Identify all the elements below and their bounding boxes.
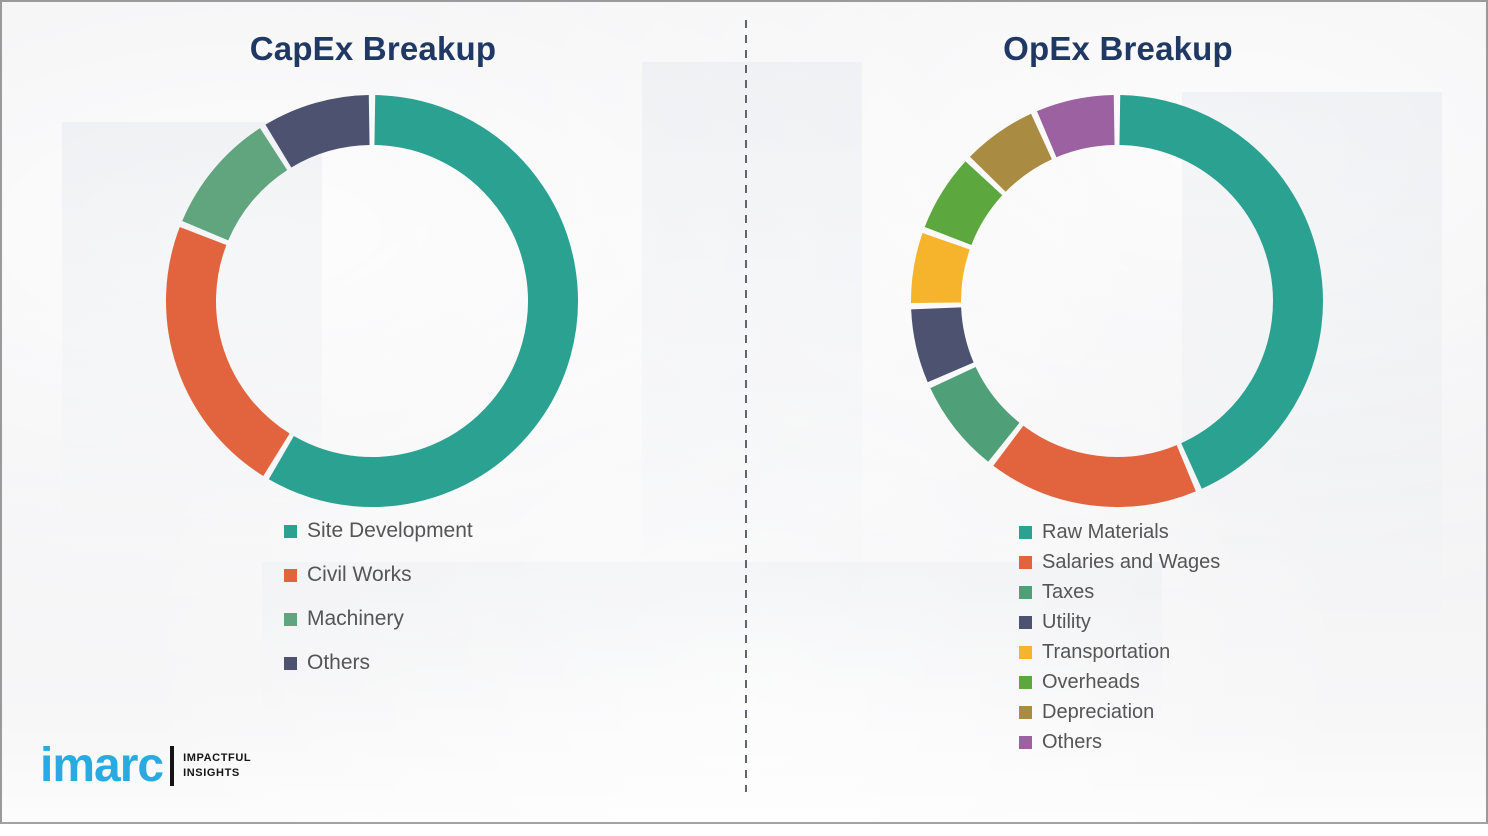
legend-item-machinery: Machinery	[284, 597, 473, 641]
legend-item-taxes: Taxes	[1019, 577, 1220, 607]
legend-label: Civil Works	[307, 563, 412, 586]
legend-label: Utility	[1042, 610, 1091, 633]
opex-legend: Raw Materials Salaries and Wages Taxes Util…	[1019, 517, 1220, 757]
legend-label: Others	[307, 651, 371, 674]
opex-donut-chart	[911, 95, 1323, 507]
brand-separator-bar	[170, 746, 175, 786]
legend-label: Overheads	[1042, 670, 1140, 693]
legend-label: Transportation	[1042, 640, 1171, 663]
donut-segment-raw-materials	[1119, 95, 1323, 489]
legend-swatch	[1019, 525, 1032, 539]
legend-swatch	[1019, 705, 1032, 719]
legend-swatch	[1019, 585, 1032, 599]
brand-tagline-line1: IMPACTFUL	[183, 752, 252, 765]
donut-segment-transportation	[911, 233, 970, 304]
background-texture	[642, 62, 862, 622]
legend-item-salaries-and-wages: Salaries and Wages	[1019, 547, 1220, 577]
legend-item-utility: Utility	[1019, 607, 1220, 637]
legend-swatch	[1019, 675, 1032, 689]
legend-item-site-development: Site Development	[284, 509, 473, 553]
legend-swatch	[284, 568, 297, 582]
legend-item-raw-materials: Raw Materials	[1019, 517, 1220, 547]
capex-legend: Site Development Civil Works Machinery Othe…	[284, 509, 473, 685]
legend-item-overheads: Overheads	[1019, 667, 1220, 697]
legend-swatch	[284, 612, 297, 626]
legend-swatch	[1019, 615, 1032, 629]
donut-segment-utility	[911, 306, 974, 383]
legend-label: Depreciation	[1042, 700, 1155, 723]
legend-label: Salaries and Wages	[1042, 550, 1221, 573]
dashed-divider	[745, 20, 747, 792]
capex-chart-title: CapEx Breakup	[249, 30, 497, 67]
brand-wordmark: imarc	[40, 739, 164, 792]
capex-donut-chart	[166, 95, 578, 507]
legend-label: Taxes	[1042, 580, 1095, 603]
legend-swatch	[284, 524, 297, 538]
donut-segment-site-development	[268, 95, 578, 507]
legend-item-transportation: Transportation	[1019, 637, 1220, 667]
legend-swatch	[1019, 645, 1032, 659]
donut-segment-taxes	[930, 366, 1020, 462]
legend-label: Site Development	[307, 519, 473, 542]
opex-chart-title: OpEx Breakup	[1003, 30, 1233, 67]
legend-item-depreciation: Depreciation	[1019, 697, 1220, 727]
brand-tagline-line2: INSIGHTS	[183, 767, 240, 779]
donut-segment-depreciation	[969, 113, 1053, 193]
brand-tagline: IMPACTFUL INSIGHTS	[183, 751, 251, 781]
legend-item-others: Others	[1019, 727, 1220, 757]
legend-label: Others	[1042, 730, 1103, 753]
donut-segment-civil-works	[166, 226, 291, 476]
donut-segment-others	[1036, 95, 1116, 158]
legend-swatch	[284, 656, 297, 670]
legend-item-civil-works: Civil Works	[284, 553, 473, 597]
legend-label: Raw Materials	[1042, 520, 1169, 543]
donut-segment-others	[265, 95, 371, 168]
legend-swatch	[1019, 735, 1032, 749]
legend-item-others: Others	[284, 641, 473, 685]
legend-swatch	[1019, 555, 1032, 569]
donut-segment-overheads	[924, 161, 1003, 246]
donut-segment-machinery	[182, 128, 288, 241]
donut-segment-salaries-and-wages	[993, 425, 1196, 507]
brand-logo: imarc IMPACTFUL INSIGHTS	[40, 742, 251, 790]
legend-label: Machinery	[307, 607, 404, 630]
